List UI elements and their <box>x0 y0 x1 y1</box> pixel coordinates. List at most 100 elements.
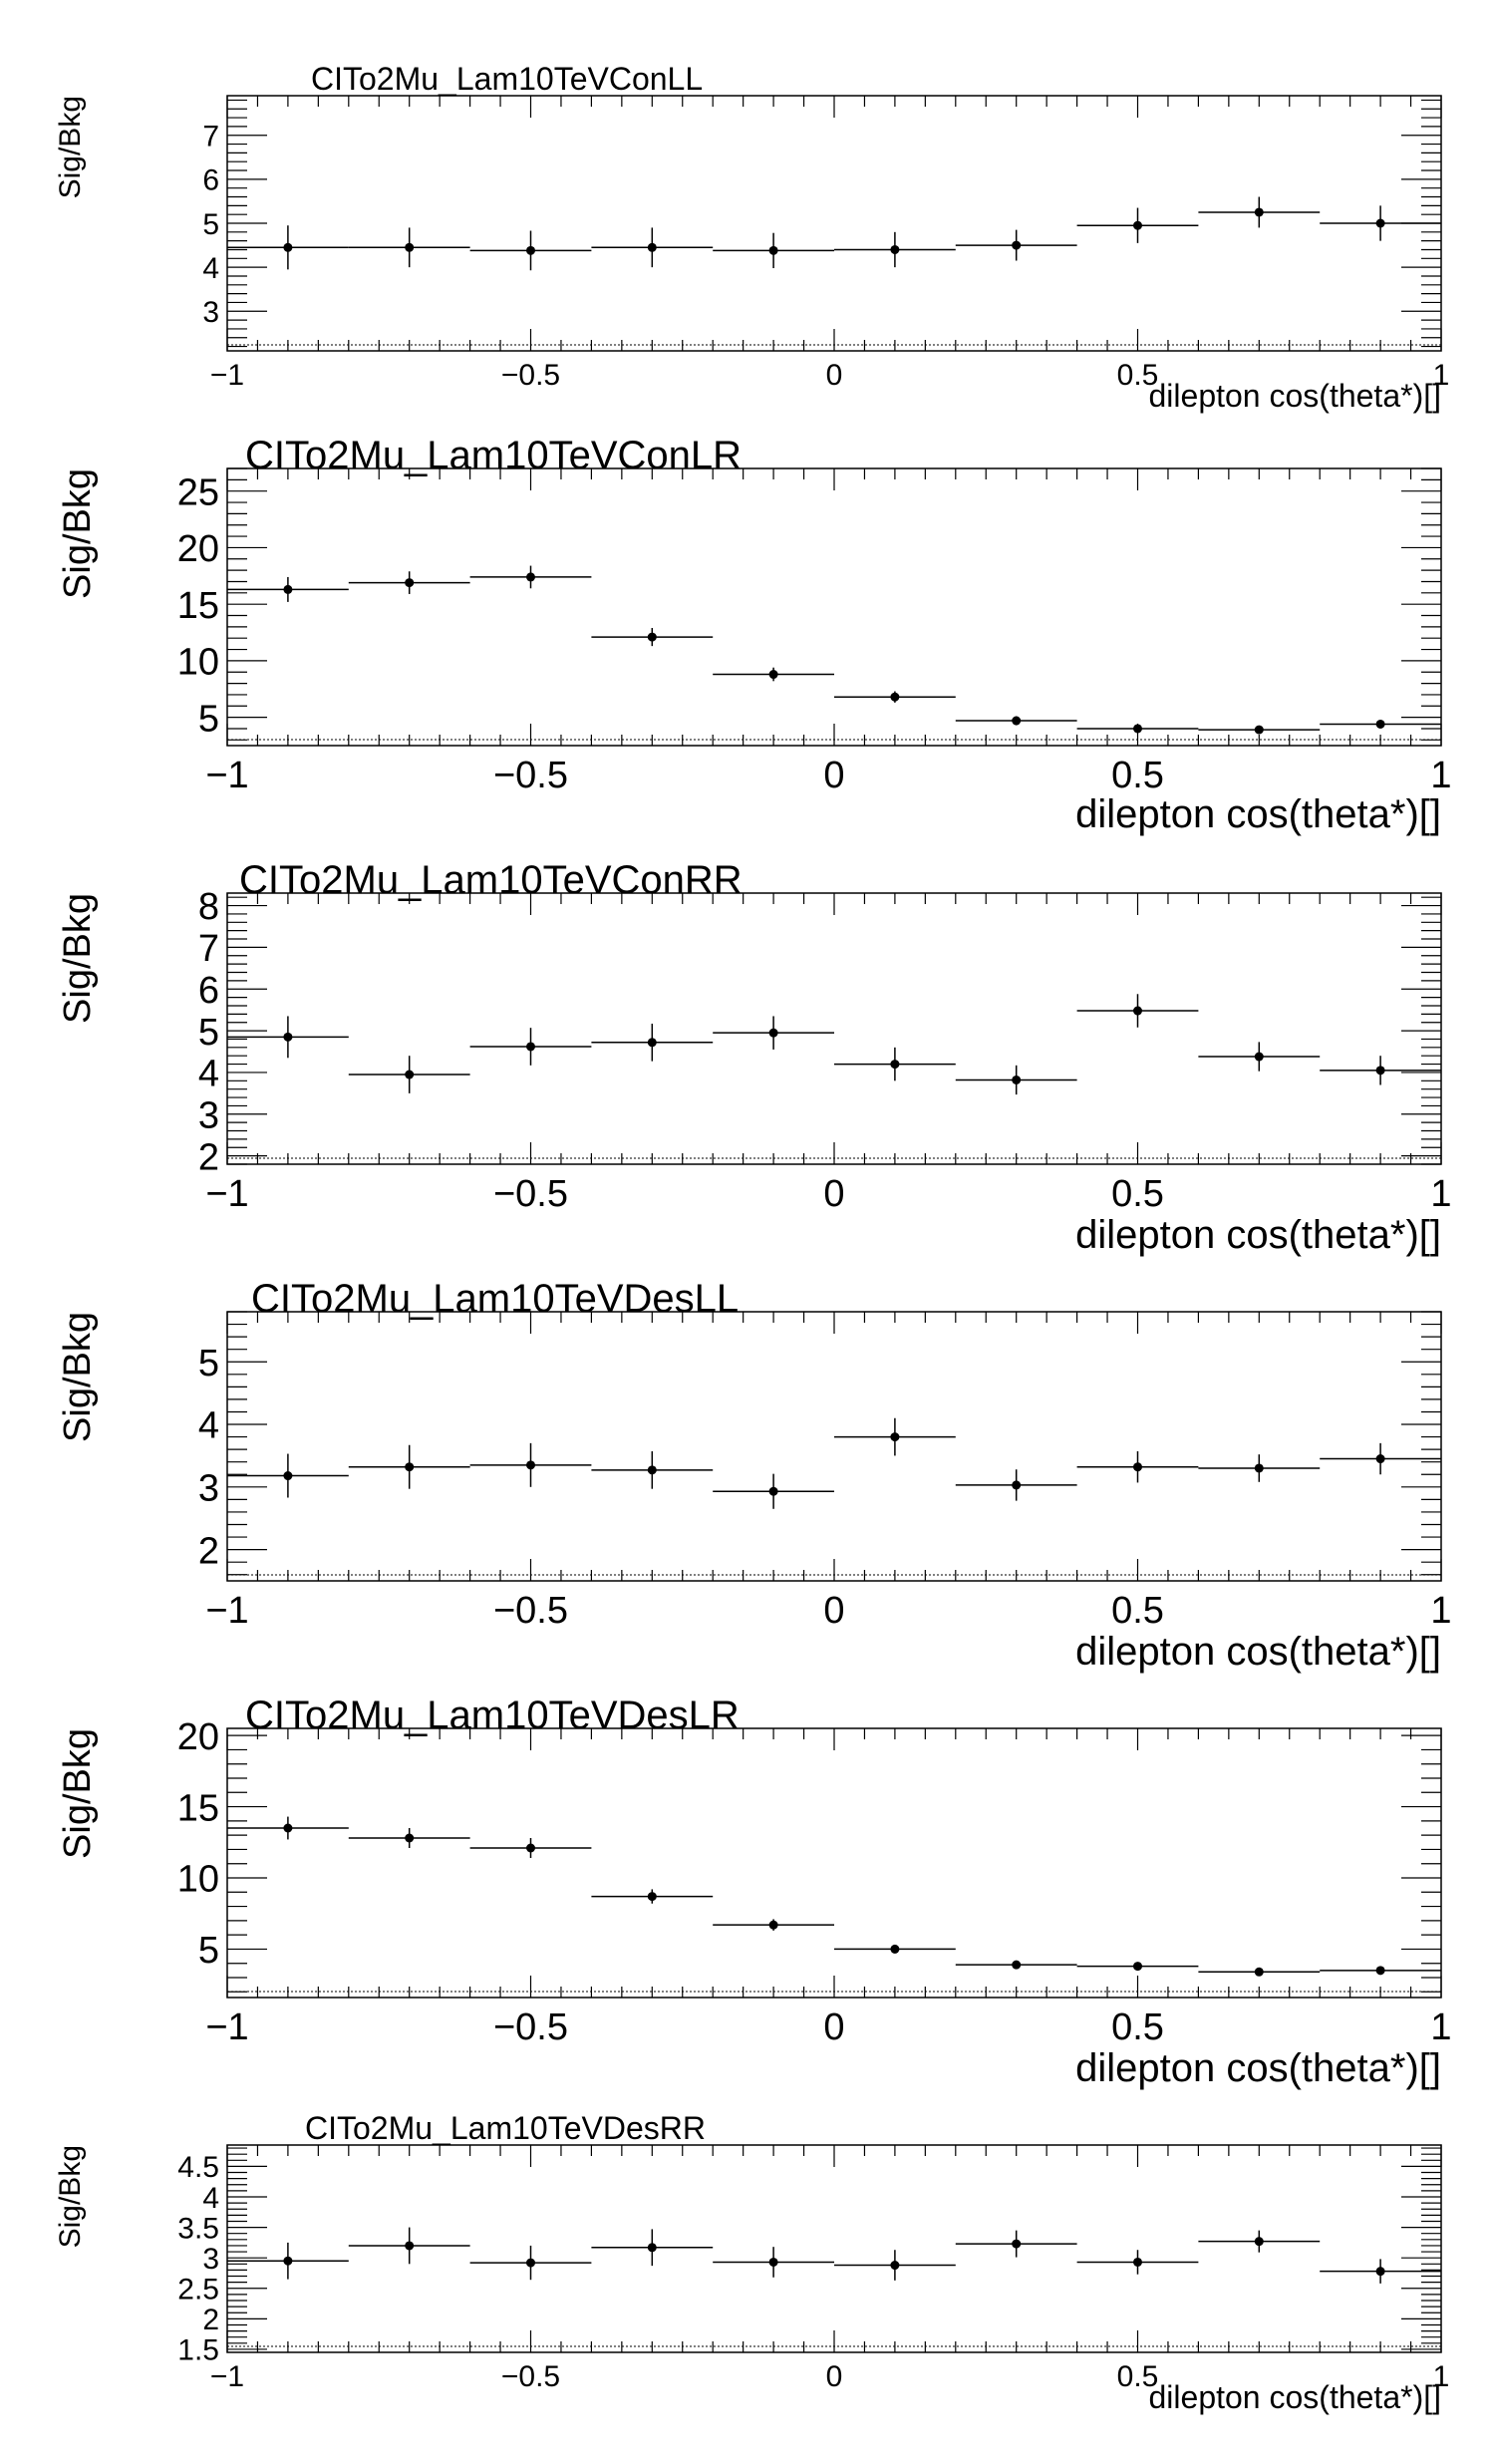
data-point <box>768 670 778 680</box>
data-point <box>1012 1480 1022 1490</box>
y-tick-label: 2 <box>198 1530 219 1572</box>
y-axis-label: Sig/Bkg <box>57 893 99 1024</box>
y-tick-label: 4.5 <box>177 2151 219 2184</box>
x-tick-label: 0.5 <box>1111 2006 1164 2048</box>
y-tick-label: 3 <box>202 2243 219 2276</box>
data-point <box>647 1038 657 1048</box>
y-axis-label: Sig/Bkg <box>54 2145 87 2248</box>
x-tick-label: 1 <box>1430 755 1451 796</box>
data-point <box>1133 1006 1142 1016</box>
data-point <box>890 2261 900 2271</box>
x-tick-label: 1 <box>1430 1173 1451 1215</box>
data-point <box>526 1843 535 1853</box>
data-point <box>283 584 293 594</box>
x-tick-label: 0 <box>826 2360 843 2393</box>
data-point <box>647 1465 657 1475</box>
y-tick-label: 2 <box>202 2304 219 2336</box>
x-tick-label: −0.5 <box>493 755 568 796</box>
data-point <box>283 2256 293 2266</box>
data-point <box>1012 1960 1022 1970</box>
data-point <box>1375 1966 1385 1976</box>
data-point <box>1133 1962 1142 1972</box>
y-tick-label: 4 <box>202 252 219 285</box>
data-point <box>526 1460 535 1470</box>
y-tick-label: 10 <box>177 642 219 684</box>
data-point <box>1254 1967 1264 1977</box>
chart-title: CITo2Mu_Lam10TeVConLL <box>311 61 703 97</box>
y-tick-label: 20 <box>177 1716 219 1758</box>
data-point <box>647 632 657 642</box>
y-tick-label: 4 <box>202 2182 219 2215</box>
data-point <box>768 1486 778 1496</box>
data-point <box>526 572 535 582</box>
x-tick-label: −0.5 <box>493 1590 568 1632</box>
data-point <box>1012 2239 1022 2249</box>
y-tick-label: 2.5 <box>177 2274 219 2307</box>
data-point <box>405 578 415 588</box>
data-point <box>890 244 900 254</box>
data-point <box>1012 716 1022 726</box>
x-tick-label: 0 <box>823 1590 844 1632</box>
data-point <box>405 242 415 252</box>
data-point <box>405 1833 415 1843</box>
data-point <box>647 242 657 252</box>
y-tick-label: 25 <box>177 471 219 513</box>
x-axis-label: dilepton cos(theta*)[] <box>1075 792 1441 836</box>
x-axis-label: dilepton cos(theta*)[] <box>1149 378 1442 414</box>
plot-frame <box>226 892 1442 1165</box>
data-point <box>526 1042 535 1052</box>
x-axis-label: dilepton cos(theta*)[] <box>1075 1630 1441 1674</box>
data-point <box>647 1892 657 1902</box>
data-point <box>405 1462 415 1472</box>
data-point <box>405 1070 415 1079</box>
y-tick-label: 5 <box>198 1343 219 1385</box>
data-point <box>526 2258 535 2268</box>
y-tick-label: 6 <box>198 970 219 1012</box>
y-tick-label: 3.5 <box>177 2212 219 2245</box>
x-tick-label: −1 <box>205 1590 248 1632</box>
plot-frame <box>226 467 1442 747</box>
x-tick-label: 1 <box>1433 359 1450 392</box>
y-tick-label: 3 <box>198 1094 219 1136</box>
data-point <box>768 1920 778 1930</box>
chart-title: CITo2Mu_Lam10TeVConLR <box>245 434 742 477</box>
data-point <box>1133 724 1142 734</box>
data-point <box>1254 207 1264 217</box>
data-point <box>1133 1462 1142 1472</box>
data-point <box>1375 719 1385 729</box>
y-tick-label: 3 <box>202 296 219 329</box>
data-point <box>526 245 535 255</box>
data-point <box>283 1032 293 1042</box>
y-tick-label: 15 <box>177 1787 219 1829</box>
y-tick-label: 3 <box>198 1467 219 1509</box>
x-tick-label: 0.5 <box>1117 2360 1159 2393</box>
data-point <box>1375 1454 1385 1464</box>
data-point <box>1133 220 1142 230</box>
y-tick-label: 7 <box>198 928 219 970</box>
chart-title: CITo2Mu_Lam10TeVDesLL <box>251 1277 739 1321</box>
x-tick-label: −0.5 <box>501 2360 560 2393</box>
data-point <box>405 2241 415 2251</box>
y-tick-label: 6 <box>202 164 219 197</box>
x-tick-label: 0.5 <box>1117 359 1159 392</box>
y-axis-label: Sig/Bkg <box>54 96 87 198</box>
y-tick-label: 15 <box>177 585 219 627</box>
data-point <box>1254 725 1264 735</box>
chart-title: CITo2Mu_Lam10TeVConRR <box>239 858 743 902</box>
x-tick-label: −0.5 <box>493 2006 568 2048</box>
data-point <box>768 2257 778 2267</box>
data-point <box>1012 240 1022 250</box>
x-tick-label: 0 <box>823 2006 844 2048</box>
data-point <box>890 1432 900 1442</box>
y-axis-label: Sig/Bkg <box>57 1728 99 1859</box>
data-point <box>1254 2237 1264 2247</box>
x-tick-label: −0.5 <box>493 1173 568 1215</box>
chart-title: CITo2Mu_Lam10TeVDesLR <box>245 1694 740 1737</box>
data-point <box>768 1028 778 1038</box>
data-point <box>1375 218 1385 228</box>
y-tick-label: 20 <box>177 528 219 570</box>
y-tick-label: 1.5 <box>177 2334 219 2367</box>
x-tick-label: 0.5 <box>1111 755 1164 796</box>
y-axis-label: Sig/Bkg <box>57 1312 99 1442</box>
